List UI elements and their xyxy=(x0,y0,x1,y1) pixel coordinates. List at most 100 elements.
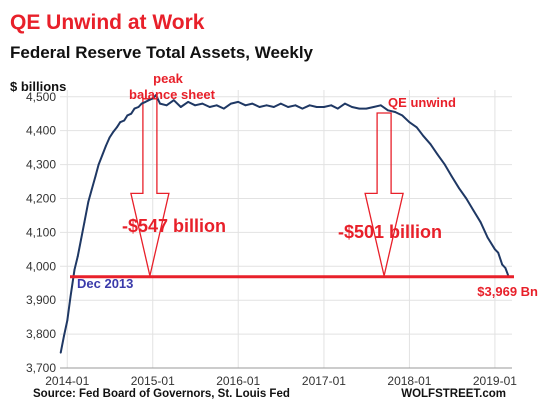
x-tick-label: 2014-01 xyxy=(45,374,89,388)
data-point xyxy=(105,145,107,147)
data-point xyxy=(130,112,133,115)
data-point xyxy=(379,104,382,107)
data-point xyxy=(458,187,460,190)
data-point xyxy=(443,163,446,166)
data-point xyxy=(351,106,353,108)
data-point xyxy=(90,189,93,191)
data-point xyxy=(108,136,111,139)
y-tick-label: 4,100 xyxy=(26,225,56,239)
data-point xyxy=(294,104,297,107)
data-point xyxy=(330,104,333,107)
data-point xyxy=(116,126,118,129)
data-point xyxy=(344,102,346,105)
data-point xyxy=(126,114,129,117)
data-point xyxy=(387,109,389,112)
chart-subtitle: Federal Reserve Total Assets, Weekly xyxy=(10,43,314,62)
data-point xyxy=(187,101,190,103)
data-point xyxy=(119,121,122,124)
x-tick-label: 2018-01 xyxy=(387,374,431,388)
data-point xyxy=(194,104,197,107)
y-tick-label: 3,700 xyxy=(26,361,56,375)
data-point xyxy=(69,295,72,298)
data-point xyxy=(279,102,282,105)
data-point xyxy=(201,102,204,105)
data-point xyxy=(155,94,157,96)
data-point xyxy=(251,102,254,105)
grid-layer xyxy=(60,90,512,369)
data-point xyxy=(179,106,182,108)
data-point xyxy=(272,106,275,108)
data-point xyxy=(237,101,240,103)
balance-sheet-label: balance sheet xyxy=(129,87,216,102)
data-point xyxy=(358,107,361,110)
data-point xyxy=(422,134,425,137)
data-point xyxy=(140,102,143,105)
data-point xyxy=(479,221,482,224)
data-point xyxy=(436,153,439,156)
chart-title: QE Unwind at Work xyxy=(10,11,205,34)
brand-label: WOLFSTREET.com xyxy=(401,388,506,400)
drop-label-2: -$501 billion xyxy=(338,222,442,242)
y-tick-label: 3,800 xyxy=(26,327,56,341)
drop-arrow xyxy=(364,112,404,276)
data-point xyxy=(465,197,468,200)
data-point xyxy=(287,106,289,108)
data-point xyxy=(486,236,489,239)
drop-arrows xyxy=(130,98,404,276)
y-tick-label: 4,300 xyxy=(26,158,56,172)
data-point xyxy=(504,267,507,269)
data-point xyxy=(497,251,500,254)
data-point xyxy=(315,106,318,108)
data-point xyxy=(472,209,475,212)
data-point xyxy=(123,119,126,122)
drop-label-1: -$547 billion xyxy=(122,216,226,236)
data-point xyxy=(308,104,311,107)
data-point xyxy=(151,97,154,100)
data-point xyxy=(230,102,232,105)
data-point xyxy=(133,107,136,110)
data-point xyxy=(323,106,325,108)
drop-arrow xyxy=(130,98,170,276)
data-point xyxy=(83,221,86,224)
data-point xyxy=(372,106,375,108)
data-point xyxy=(336,107,339,110)
data-point xyxy=(494,248,496,251)
start-label: Dec 2013 xyxy=(77,276,133,291)
data-point xyxy=(101,153,104,156)
data-point xyxy=(365,107,368,110)
data-point xyxy=(301,107,304,110)
data-point xyxy=(265,104,268,107)
data-point xyxy=(66,319,69,322)
y-axis-unit-label: $ billions xyxy=(10,79,66,94)
data-point xyxy=(208,106,211,108)
data-point xyxy=(408,121,411,124)
data-point xyxy=(244,104,247,107)
data-point xyxy=(137,106,140,108)
data-point xyxy=(80,238,82,241)
series-layer xyxy=(59,94,510,354)
data-point xyxy=(97,163,100,166)
data-point xyxy=(59,351,62,354)
peak-label: peak xyxy=(153,71,183,86)
x-tick-labels: 2014-01 2015-01 2016-01 2017-01 2018-01 2019-… xyxy=(45,374,517,388)
y-tick-label: 4,500 xyxy=(26,90,56,104)
data-point xyxy=(429,143,432,146)
data-point xyxy=(401,114,404,117)
data-point xyxy=(112,131,114,134)
data-point xyxy=(159,102,161,105)
end-value-label: $3,969 Bn xyxy=(477,284,538,299)
x-tick-label: 2017-01 xyxy=(302,374,346,388)
y-tick-label: 4,200 xyxy=(26,191,56,205)
data-point xyxy=(165,104,168,107)
x-tick-label: 2019-01 xyxy=(473,374,517,388)
data-point xyxy=(76,255,79,257)
x-tick-label: 2015-01 xyxy=(131,374,175,388)
data-point xyxy=(63,334,65,337)
data-point xyxy=(223,107,225,110)
data-point xyxy=(450,175,453,178)
y-tick-labels: 3,700 3,800 3,900 4,000 4,100 4,200 4,300 4,400… xyxy=(26,90,56,375)
data-point xyxy=(258,106,261,108)
data-point xyxy=(73,268,76,271)
